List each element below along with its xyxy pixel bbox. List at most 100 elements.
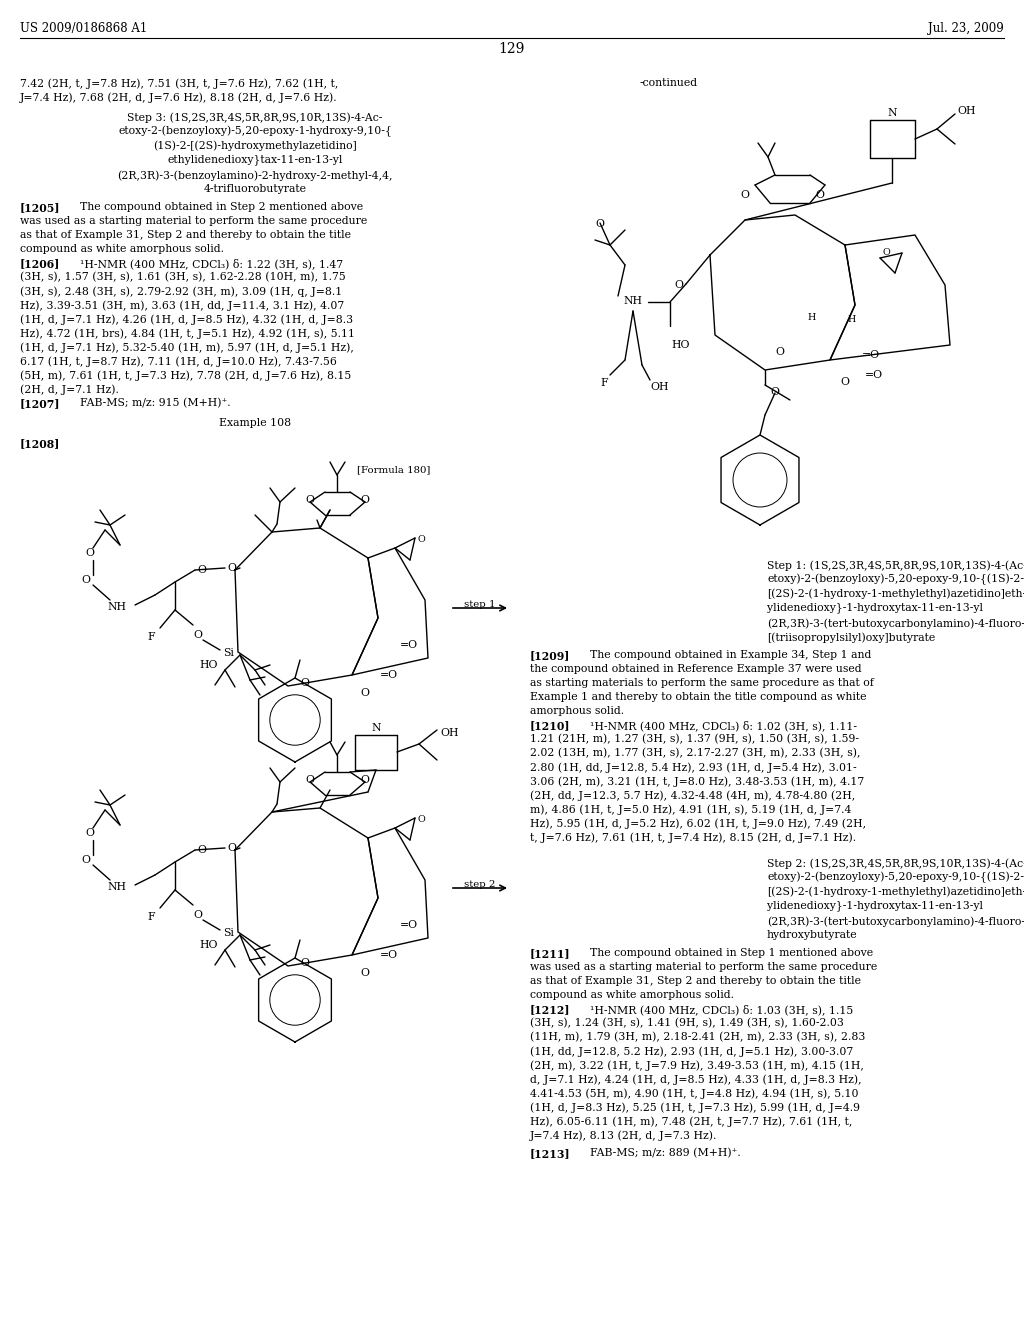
Text: The compound obtained in Step 1 mentioned above: The compound obtained in Step 1 mentione… — [590, 948, 873, 958]
Text: Step 3: (1S,2S,3R,4S,5R,8R,9S,10R,13S)-4-Ac-: Step 3: (1S,2S,3R,4S,5R,8R,9S,10R,13S)-4… — [127, 112, 383, 123]
Text: as starting materials to perform the same procedure as that of: as starting materials to perform the sam… — [530, 678, 873, 688]
Text: J=7.4 Hz), 7.68 (2H, d, J=7.6 Hz), 8.18 (2H, d, J=7.6 Hz).: J=7.4 Hz), 7.68 (2H, d, J=7.6 Hz), 8.18 … — [20, 92, 338, 103]
Text: O: O — [81, 576, 90, 585]
Text: Hz), 3.39-3.51 (3H, m), 3.63 (1H, dd, J=11.4, 3.1 Hz), 4.07: Hz), 3.39-3.51 (3H, m), 3.63 (1H, dd, J=… — [20, 300, 344, 310]
Text: hydroxybutyrate: hydroxybutyrate — [767, 931, 858, 940]
Text: O: O — [193, 630, 202, 640]
Text: -continued: -continued — [640, 78, 698, 88]
Text: (3H, s), 1.24 (3H, s), 1.41 (9H, s), 1.49 (3H, s), 1.60-2.03: (3H, s), 1.24 (3H, s), 1.41 (9H, s), 1.4… — [530, 1018, 844, 1028]
Text: 2.80 (1H, dd, J=12.8, 5.4 Hz), 2.93 (1H, d, J=5.4 Hz), 3.01-: 2.80 (1H, dd, J=12.8, 5.4 Hz), 2.93 (1H,… — [530, 762, 857, 772]
Text: Si: Si — [223, 928, 233, 939]
Text: =O: =O — [400, 640, 418, 649]
Text: etoxy)-2-(benzoyloxy)-5,20-epoxy-9,10-{(1S)-2-: etoxy)-2-(benzoyloxy)-5,20-epoxy-9,10-{(… — [767, 873, 1024, 883]
Text: US 2009/0186868 A1: US 2009/0186868 A1 — [20, 22, 147, 36]
Text: O: O — [305, 495, 314, 506]
Text: (5H, m), 7.61 (1H, t, J=7.3 Hz), 7.78 (2H, d, J=7.6 Hz), 8.15: (5H, m), 7.61 (1H, t, J=7.3 Hz), 7.78 (2… — [20, 370, 351, 380]
Text: =O: =O — [400, 920, 418, 931]
Text: as that of Example 31, Step 2 and thereby to obtain the title: as that of Example 31, Step 2 and thereb… — [530, 975, 861, 986]
Text: ¹H-NMR (400 MHz, CDCl₃) δ: 1.22 (3H, s), 1.47: ¹H-NMR (400 MHz, CDCl₃) δ: 1.22 (3H, s),… — [80, 257, 343, 269]
Text: 4.41-4.53 (5H, m), 4.90 (1H, t, J=4.8 Hz), 4.94 (1H, s), 5.10: 4.41-4.53 (5H, m), 4.90 (1H, t, J=4.8 Hz… — [530, 1088, 858, 1098]
Text: step 1: step 1 — [464, 601, 496, 609]
Text: (1H, d, J=8.3 Hz), 5.25 (1H, t, J=7.3 Hz), 5.99 (1H, d, J=4.9: (1H, d, J=8.3 Hz), 5.25 (1H, t, J=7.3 Hz… — [530, 1102, 860, 1113]
Text: (1S)-2-[(2S)-hydroxymethylazetidino]: (1S)-2-[(2S)-hydroxymethylazetidino] — [154, 140, 357, 150]
Text: O: O — [840, 378, 849, 387]
Text: F: F — [600, 378, 607, 388]
Text: compound as white amorphous solid.: compound as white amorphous solid. — [530, 990, 734, 1001]
Text: H: H — [848, 315, 856, 323]
Text: O: O — [775, 347, 784, 356]
Text: N: N — [887, 108, 897, 117]
Text: O: O — [85, 548, 94, 558]
Text: O: O — [81, 855, 90, 865]
Text: (3H, s), 2.48 (3H, s), 2.79-2.92 (3H, m), 3.09 (1H, q, J=8.1: (3H, s), 2.48 (3H, s), 2.79-2.92 (3H, m)… — [20, 286, 342, 297]
Text: O: O — [360, 688, 369, 698]
Text: [1212]: [1212] — [530, 1005, 570, 1015]
Text: O: O — [300, 678, 309, 688]
Text: =O: =O — [862, 350, 880, 360]
Text: O: O — [197, 565, 206, 576]
Text: (2R,3R)-3-(tert-butoxycarbonylamino)-4-fluoro-2-: (2R,3R)-3-(tert-butoxycarbonylamino)-4-f… — [767, 618, 1024, 628]
Text: O: O — [197, 845, 206, 855]
Text: Step 2: (1S,2S,3R,4S,5R,8R,9S,10R,13S)-4-(Ac-: Step 2: (1S,2S,3R,4S,5R,8R,9S,10R,13S)-4… — [767, 858, 1024, 869]
Text: (2R,3R)-3-(tert-butoxycarbonylamino)-4-fluoro-2-: (2R,3R)-3-(tert-butoxycarbonylamino)-4-f… — [767, 916, 1024, 927]
Text: [1209]: [1209] — [530, 649, 570, 661]
Text: (3H, s), 1.57 (3H, s), 1.61 (3H, s), 1.62-2.28 (10H, m), 1.75: (3H, s), 1.57 (3H, s), 1.61 (3H, s), 1.6… — [20, 272, 346, 282]
Text: step 2: step 2 — [464, 880, 496, 888]
Text: OH: OH — [440, 729, 459, 738]
Text: 129: 129 — [499, 42, 525, 55]
Text: O: O — [193, 909, 202, 920]
Text: =O: =O — [865, 370, 883, 380]
Text: FAB-MS; m/z: 889 (M+H)⁺.: FAB-MS; m/z: 889 (M+H)⁺. — [590, 1148, 740, 1159]
Text: [1213]: [1213] — [530, 1148, 570, 1159]
Text: H: H — [808, 313, 816, 322]
Text: HO: HO — [200, 660, 218, 671]
Text: O: O — [418, 535, 426, 544]
Text: Step 1: (1S,2S,3R,4S,5R,8R,9S,10R,13S)-4-(Ac-: Step 1: (1S,2S,3R,4S,5R,8R,9S,10R,13S)-4… — [767, 560, 1024, 570]
Text: [Formula 180]: [Formula 180] — [356, 465, 430, 474]
Text: Hz), 6.05-6.11 (1H, m), 7.48 (2H, t, J=7.7 Hz), 7.61 (1H, t,: Hz), 6.05-6.11 (1H, m), 7.48 (2H, t, J=7… — [530, 1115, 852, 1126]
Text: O: O — [227, 843, 236, 853]
Text: was used as a starting material to perform the same procedure: was used as a starting material to perfo… — [530, 962, 878, 972]
Text: =O: =O — [380, 950, 398, 960]
Text: was used as a starting material to perform the same procedure: was used as a starting material to perfo… — [20, 216, 368, 226]
Text: J=7.4 Hz), 8.13 (2H, d, J=7.3 Hz).: J=7.4 Hz), 8.13 (2H, d, J=7.3 Hz). — [530, 1130, 718, 1140]
Text: (2H, d, J=7.1 Hz).: (2H, d, J=7.1 Hz). — [20, 384, 119, 395]
Text: O: O — [360, 775, 369, 785]
Text: (2R,3R)-3-(benzoylamino)-2-hydroxy-2-methyl-4,4,: (2R,3R)-3-(benzoylamino)-2-hydroxy-2-met… — [118, 170, 393, 181]
Text: N: N — [372, 723, 381, 733]
Text: O: O — [740, 190, 750, 201]
Text: F: F — [147, 632, 155, 642]
Text: O: O — [227, 564, 236, 573]
Text: OH: OH — [650, 381, 669, 392]
Text: The compound obtained in Step 2 mentioned above: The compound obtained in Step 2 mentione… — [80, 202, 364, 213]
Text: ethylidenedioxy}tax-11-en-13-yl: ethylidenedioxy}tax-11-en-13-yl — [167, 154, 343, 165]
Text: ylidenedioxy}-1-hydroxytax-11-en-13-yl: ylidenedioxy}-1-hydroxytax-11-en-13-yl — [767, 900, 983, 911]
Text: O: O — [360, 968, 369, 978]
Text: Si: Si — [223, 648, 233, 657]
Text: 3.06 (2H, m), 3.21 (1H, t, J=8.0 Hz), 3.48-3.53 (1H, m), 4.17: 3.06 (2H, m), 3.21 (1H, t, J=8.0 Hz), 3.… — [530, 776, 864, 787]
Text: [1205]: [1205] — [20, 202, 60, 213]
Text: as that of Example 31, Step 2 and thereby to obtain the title: as that of Example 31, Step 2 and thereb… — [20, 230, 351, 240]
Text: F: F — [147, 912, 155, 921]
Text: etoxy-2-(benzoyloxy)-5,20-epoxy-1-hydroxy-9,10-{: etoxy-2-(benzoyloxy)-5,20-epoxy-1-hydrox… — [118, 125, 392, 137]
Text: O: O — [595, 219, 604, 228]
Text: HO: HO — [672, 341, 690, 350]
Text: 4-trifluorobutyrate: 4-trifluorobutyrate — [204, 183, 306, 194]
Text: =O: =O — [380, 671, 398, 680]
Text: 7.42 (2H, t, J=7.8 Hz), 7.51 (3H, t, J=7.6 Hz), 7.62 (1H, t,: 7.42 (2H, t, J=7.8 Hz), 7.51 (3H, t, J=7… — [20, 78, 338, 88]
Text: O: O — [815, 190, 824, 201]
Text: m), 4.86 (1H, t, J=5.0 Hz), 4.91 (1H, s), 5.19 (1H, d, J=7.4: m), 4.86 (1H, t, J=5.0 Hz), 4.91 (1H, s)… — [530, 804, 851, 814]
Text: 2.02 (13H, m), 1.77 (3H, s), 2.17-2.27 (3H, m), 2.33 (3H, s),: 2.02 (13H, m), 1.77 (3H, s), 2.17-2.27 (… — [530, 748, 860, 759]
Text: O: O — [674, 280, 683, 290]
Text: (1H, d, J=7.1 Hz), 5.32-5.40 (1H, m), 5.97 (1H, d, J=5.1 Hz),: (1H, d, J=7.1 Hz), 5.32-5.40 (1H, m), 5.… — [20, 342, 354, 352]
Text: compound as white amorphous solid.: compound as white amorphous solid. — [20, 244, 224, 253]
Text: [1208]: [1208] — [20, 438, 60, 449]
Text: (1H, dd, J=12.8, 5.2 Hz), 2.93 (1H, d, J=5.1 Hz), 3.00-3.07: (1H, dd, J=12.8, 5.2 Hz), 2.93 (1H, d, J… — [530, 1045, 853, 1056]
Text: [(2S)-2-(1-hydroxy-1-methylethyl)azetidino]eth-: [(2S)-2-(1-hydroxy-1-methylethyl)azetidi… — [767, 886, 1024, 896]
Text: FAB-MS; m/z: 915 (M+H)⁺.: FAB-MS; m/z: 915 (M+H)⁺. — [80, 399, 230, 408]
Text: O: O — [418, 814, 426, 824]
Text: OH: OH — [957, 106, 976, 116]
Text: O: O — [305, 775, 314, 785]
Text: ¹H-NMR (400 MHz, CDCl₃) δ: 1.02 (3H, s), 1.11-: ¹H-NMR (400 MHz, CDCl₃) δ: 1.02 (3H, s),… — [590, 719, 857, 731]
Text: Hz), 5.95 (1H, d, J=5.2 Hz), 6.02 (1H, t, J=9.0 Hz), 7.49 (2H,: Hz), 5.95 (1H, d, J=5.2 Hz), 6.02 (1H, t… — [530, 818, 866, 829]
